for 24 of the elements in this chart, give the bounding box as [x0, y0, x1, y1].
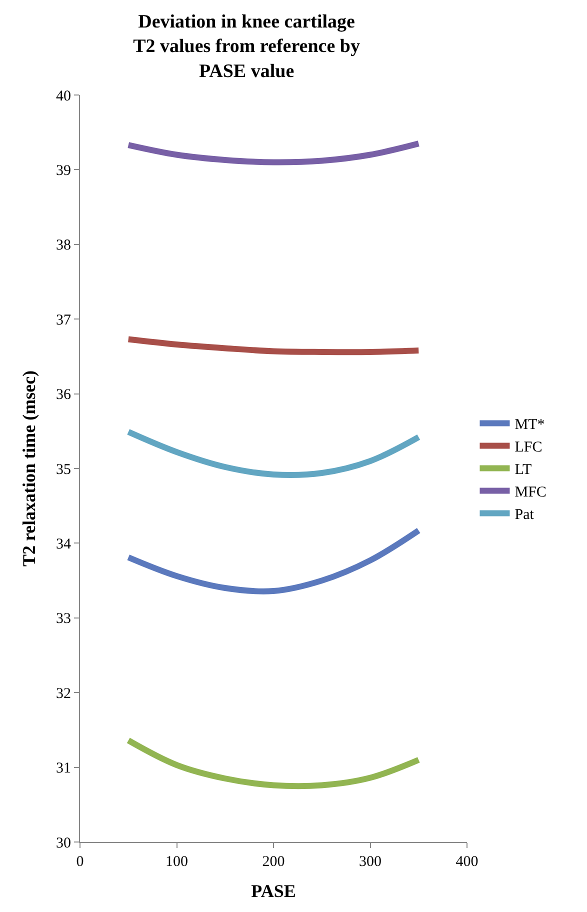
y-tick-label: 36 [56, 387, 72, 404]
legend-label: LT [514, 462, 532, 478]
x-axis-title: PASE [251, 881, 296, 902]
x-tick-label: 200 [262, 854, 285, 870]
x-tick-label: 300 [359, 854, 382, 870]
y-tick-label: 35 [56, 462, 71, 478]
legend-label: MFC [514, 484, 546, 501]
y-tick-label: 37 [56, 312, 72, 328]
x-tick-label: 0 [76, 854, 84, 870]
y-axis-title: T2 relaxation time (msec) [19, 370, 40, 567]
x-tick-label: 400 [456, 854, 478, 870]
y-tick-label: 31 [56, 760, 71, 777]
y-tick-label: 32 [56, 686, 71, 702]
y-tick-label: 34 [56, 536, 72, 552]
y-tick-label: 40 [56, 88, 71, 104]
legend-label: Pat [514, 507, 535, 524]
y-tick-label: 30 [56, 835, 71, 852]
chart-title: Deviation in knee cartilage T2 values from reference by PASE value [133, 11, 360, 82]
x-tick-label: 100 [166, 854, 188, 870]
legend-label: LFC [514, 440, 542, 456]
y-tick-label: 38 [56, 238, 71, 254]
legend-label: MT* [514, 417, 545, 434]
y-tick-label: 33 [56, 611, 71, 628]
y-tick-label: 39 [56, 162, 71, 179]
